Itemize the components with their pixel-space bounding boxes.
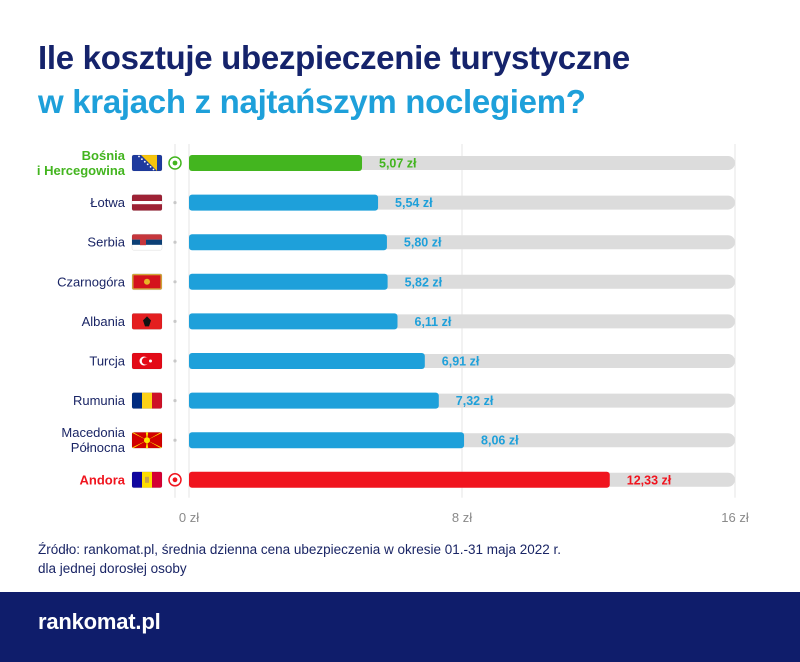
row-dot bbox=[173, 359, 177, 363]
flag-turkey-icon bbox=[132, 353, 162, 369]
value-label: 6,91 zł bbox=[442, 355, 480, 369]
bar bbox=[189, 353, 425, 369]
bar bbox=[189, 273, 388, 290]
value-label: 5,54 zł bbox=[395, 196, 433, 210]
bar bbox=[189, 432, 465, 449]
highlight-marker-dot bbox=[172, 477, 178, 483]
bar-row: 12,33 zł Andora bbox=[80, 471, 735, 489]
bar-row: 6,11 zł Albania bbox=[82, 313, 735, 330]
flag-montenegro-icon bbox=[132, 273, 162, 290]
category-label: Czarnogóra bbox=[57, 274, 126, 289]
bar bbox=[189, 234, 387, 251]
value-label: 7,32 zł bbox=[456, 394, 494, 408]
bar-row: 6,91 zł Turcja bbox=[89, 352, 735, 370]
category-label: Albania bbox=[82, 314, 126, 329]
row-dot bbox=[173, 399, 177, 403]
category-label: Bośnia i Hercegowina bbox=[37, 148, 126, 178]
title-line-2: w krajach z najtańszym noclegiem? bbox=[38, 83, 586, 120]
row-dot bbox=[173, 280, 177, 284]
highlight-marker-dot bbox=[172, 160, 178, 166]
bar bbox=[189, 471, 610, 488]
source-line-2: dla jednej dorosłej osoby bbox=[38, 561, 187, 576]
flag-serbia-icon bbox=[132, 234, 162, 251]
category-label: Macedonia Północna bbox=[61, 425, 125, 455]
value-label: 6,11 zł bbox=[415, 315, 452, 329]
flag-latvia-icon bbox=[132, 194, 162, 211]
row-dot bbox=[173, 319, 177, 323]
x-tick-label: 0 zł bbox=[179, 510, 199, 525]
bar-row: 5,82 zł Czarnogóra bbox=[57, 273, 735, 291]
value-label: 8,06 zł bbox=[481, 434, 519, 448]
category-label: Rumunia bbox=[73, 393, 126, 408]
bar-row: 7,32 zł Rumunia bbox=[73, 392, 735, 409]
value-label: 5,82 zł bbox=[405, 275, 443, 289]
source-note: Źródło: rankomat.pl, średnia dzienna cen… bbox=[38, 540, 758, 578]
brand-logo[interactable]: rankomat.pl bbox=[38, 609, 161, 634]
bar-row: 5,54 zł Łotwa bbox=[90, 194, 735, 211]
category-label: Andora bbox=[80, 472, 126, 487]
row-dot bbox=[173, 438, 177, 442]
bar-row: 8,06 zł Macedonia Północna bbox=[61, 425, 735, 455]
bar-row: 5,80 zł Serbia bbox=[87, 233, 735, 251]
bar bbox=[189, 194, 379, 211]
footer-bar: rankomat.pl bbox=[0, 592, 800, 662]
value-label: 12,33 zł bbox=[627, 473, 672, 487]
category-label: Łotwa bbox=[90, 195, 125, 210]
title-line-1: Ile kosztuje ubezpieczenie turystyczne bbox=[38, 39, 630, 76]
bar bbox=[189, 392, 439, 409]
value-label: 5,80 zł bbox=[404, 236, 442, 250]
category-label: Turcja bbox=[89, 354, 125, 369]
row-dot bbox=[173, 201, 177, 205]
flag-albania-icon bbox=[132, 313, 162, 330]
value-label: 5,07 zł bbox=[379, 157, 417, 171]
x-tick-label: 8 zł bbox=[452, 510, 472, 525]
flag-north-macedonia-icon bbox=[132, 432, 162, 449]
x-tick-label: 16 zł bbox=[721, 510, 749, 525]
bar-row: 5,07 zł Bośnia i Hercegowina bbox=[37, 148, 735, 178]
flag-andorra-icon bbox=[132, 471, 162, 488]
source-line-1: Źródło: rankomat.pl, średnia dzienna cen… bbox=[38, 542, 562, 557]
category-label: Serbia bbox=[87, 235, 125, 250]
chart-title: Ile kosztuje ubezpieczenie turystyczne w… bbox=[38, 36, 630, 124]
flag-bosnia-icon bbox=[132, 155, 162, 171]
bar bbox=[189, 313, 398, 330]
bar bbox=[189, 155, 363, 171]
flag-romania-icon bbox=[132, 392, 162, 409]
row-dot bbox=[173, 240, 177, 244]
